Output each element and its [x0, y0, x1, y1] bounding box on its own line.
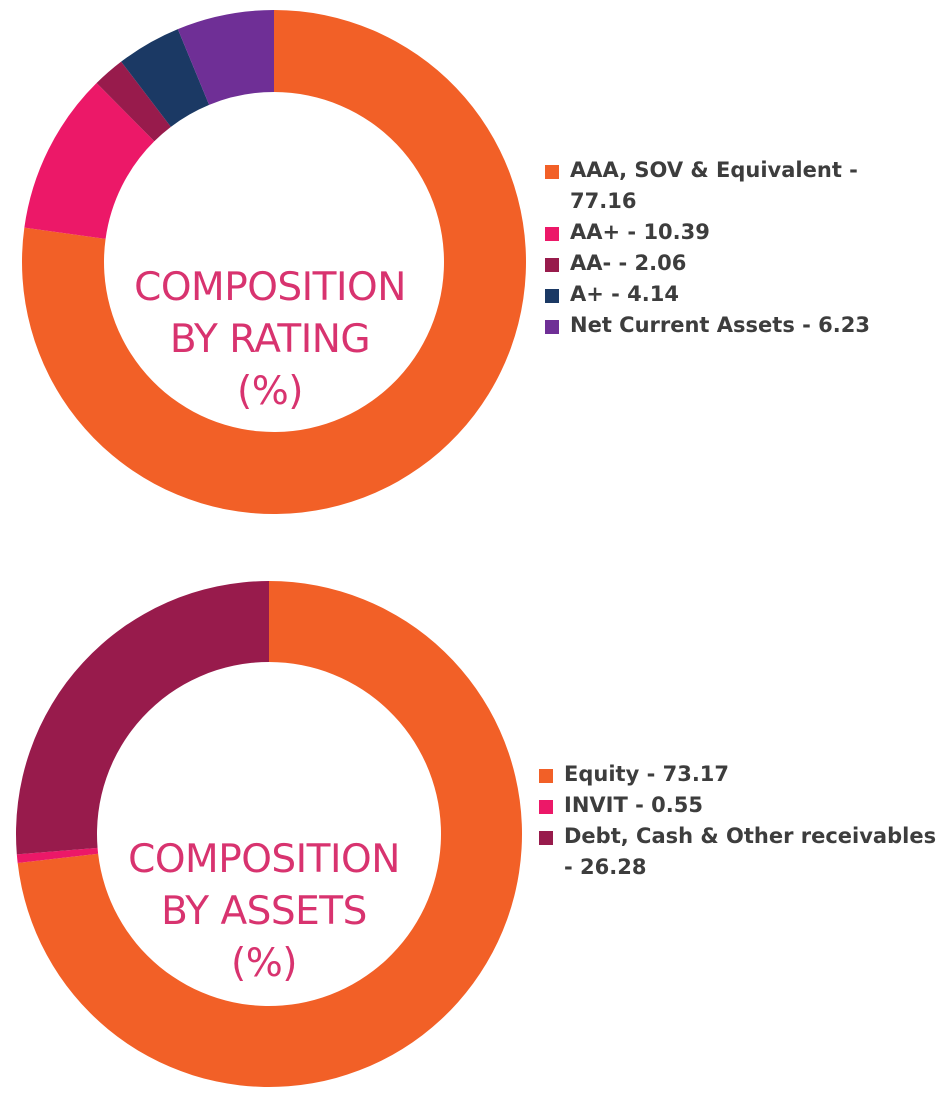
- assets-legend: Equity - 73.17 INVIT - 0.55 Debt, Cash &…: [539, 759, 939, 883]
- legend-swatch: [539, 769, 553, 783]
- legend-item-net-current-assets: Net Current Assets - 6.23: [545, 310, 905, 341]
- legend-swatch: [539, 800, 553, 814]
- legend-label: Equity - 73.17: [564, 762, 730, 786]
- legend-item-aa-minus: AA- - 2.06: [545, 248, 905, 279]
- legend-swatch: [539, 831, 553, 845]
- legend-label: AA- - 2.06: [570, 251, 687, 275]
- legend-item-debt-cash: Debt, Cash & Other receivables - 26.28: [539, 821, 939, 883]
- slice-a-plus: [121, 29, 210, 127]
- slice-debt-cash: [15, 581, 269, 855]
- assets-title-line-1: COMPOSITION: [128, 837, 400, 882]
- slice-net-current-assets: [177, 10, 274, 105]
- legend-swatch: [545, 320, 559, 334]
- legend-item-invit: INVIT - 0.55: [539, 790, 939, 821]
- legend-swatch: [545, 289, 559, 303]
- legend-item-aaa-sov: AAA, SOV & Equivalent - 77.16: [545, 155, 905, 217]
- rating-center-title: COMPOSITION BY RATING (%): [110, 262, 430, 418]
- legend-item-aa-plus: AA+ - 10.39: [545, 217, 905, 248]
- legend-swatch: [545, 227, 559, 241]
- slice-aaa-sov: [21, 10, 527, 514]
- slice-equity: [17, 581, 523, 1087]
- legend-label: AA+ - 10.39: [570, 220, 710, 244]
- assets-center-title: COMPOSITION BY ASSETS (%): [104, 834, 424, 990]
- slice-aa-minus: [96, 61, 171, 142]
- legend-label: Net Current Assets - 6.23: [570, 313, 870, 337]
- rating-composition-chart: COMPOSITION BY RATING (%) AAA, SOV & Equ…: [0, 0, 939, 540]
- legend-swatch: [545, 165, 559, 179]
- slice-aa-plus: [24, 83, 155, 239]
- assets-composition-chart: COMPOSITION BY ASSETS (%) Equity - 73.17…: [0, 560, 939, 1105]
- legend-item-a-plus: A+ - 4.14: [545, 279, 905, 310]
- rating-legend: AAA, SOV & Equivalent - 77.16 AA+ - 10.3…: [545, 155, 905, 341]
- assets-title-line-3: (%): [231, 941, 298, 986]
- legend-label: AAA, SOV & Equivalent - 77.16: [570, 158, 858, 213]
- slice-invit: [16, 847, 99, 864]
- assets-title-line-2: BY ASSETS: [161, 889, 367, 934]
- rating-title-line-1: COMPOSITION: [134, 265, 406, 310]
- legend-label: A+ - 4.14: [570, 282, 679, 306]
- legend-swatch: [545, 258, 559, 272]
- rating-donut: [21, 10, 527, 514]
- rating-title-line-3: (%): [237, 369, 304, 414]
- legend-label: Debt, Cash & Other receivables - 26.28: [564, 824, 937, 879]
- rating-title-line-2: BY RATING: [169, 317, 371, 362]
- legend-item-equity: Equity - 73.17: [539, 759, 939, 790]
- legend-label: INVIT - 0.55: [564, 793, 703, 817]
- assets-donut: [15, 581, 523, 1087]
